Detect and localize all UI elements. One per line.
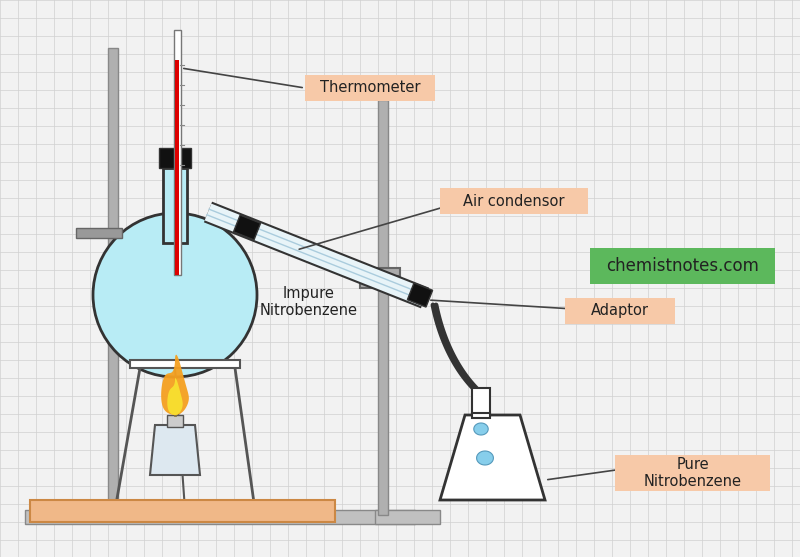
Text: Air condensor: Air condensor xyxy=(463,193,565,208)
Polygon shape xyxy=(474,423,488,435)
Bar xyxy=(440,188,588,214)
Polygon shape xyxy=(477,451,494,465)
Bar xyxy=(472,388,490,416)
Text: Thermometer: Thermometer xyxy=(320,81,420,95)
Bar xyxy=(76,228,122,238)
Bar xyxy=(378,100,388,515)
Polygon shape xyxy=(440,415,545,500)
Bar xyxy=(174,30,181,275)
Bar xyxy=(30,500,335,522)
Bar xyxy=(159,148,191,168)
Bar xyxy=(360,268,400,276)
Bar xyxy=(305,75,435,101)
Bar xyxy=(615,455,770,491)
Polygon shape xyxy=(234,215,261,240)
Bar xyxy=(375,510,440,524)
Bar xyxy=(167,415,183,427)
Bar xyxy=(175,60,179,275)
Polygon shape xyxy=(407,283,433,307)
Text: chemistnotes.com: chemistnotes.com xyxy=(606,257,759,275)
Bar xyxy=(108,48,118,513)
Text: Adaptor: Adaptor xyxy=(591,304,649,319)
Bar xyxy=(590,248,775,284)
Polygon shape xyxy=(161,355,189,415)
Text: Impure
Nitrobenzene: Impure Nitrobenzene xyxy=(260,286,358,318)
Bar xyxy=(472,413,490,418)
Bar xyxy=(163,168,187,243)
Bar xyxy=(360,280,400,288)
Polygon shape xyxy=(167,378,182,415)
Bar xyxy=(565,298,675,324)
Circle shape xyxy=(93,213,257,377)
Polygon shape xyxy=(150,425,200,475)
Bar xyxy=(130,360,240,368)
Text: Pure
Nitrobenzene: Pure Nitrobenzene xyxy=(643,457,742,489)
Bar xyxy=(25,510,415,524)
